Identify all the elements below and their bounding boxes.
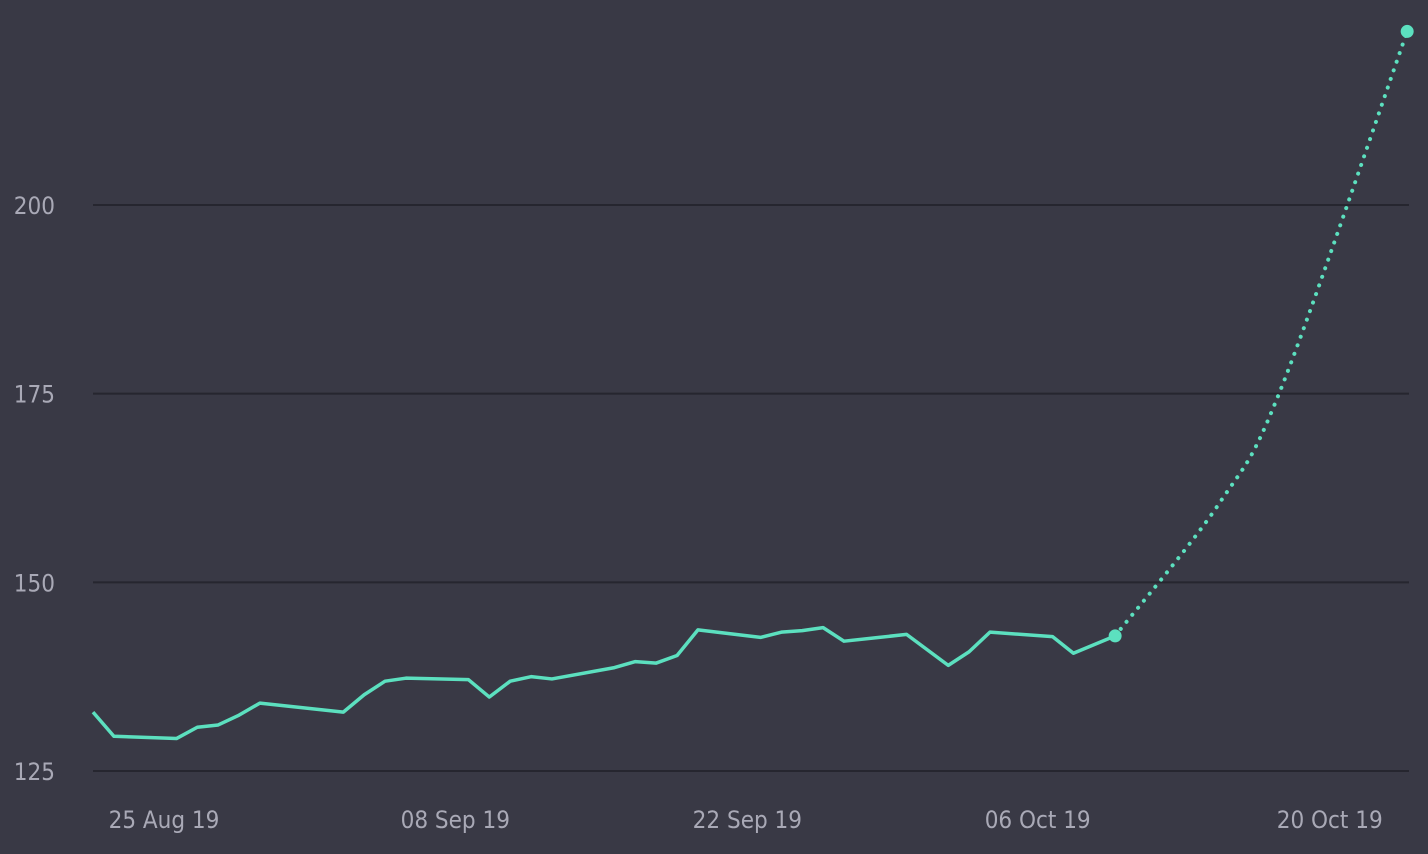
series-markers xyxy=(1108,24,1414,643)
y-tick-label: 150 xyxy=(14,569,55,597)
x-tick-label: 06 Oct 19 xyxy=(985,806,1091,834)
forecast-end-point-marker[interactable] xyxy=(1400,24,1414,38)
y-tick-label: 175 xyxy=(14,381,55,409)
last-actual-point-marker[interactable] xyxy=(1108,629,1122,643)
y-tick-label: 200 xyxy=(14,192,55,220)
x-tick-label: 22 Sep 19 xyxy=(693,806,802,834)
x-tick-label: 25 Aug 19 xyxy=(109,806,220,834)
grid-lines xyxy=(93,204,1409,772)
x-tick-label: 08 Sep 19 xyxy=(401,806,510,834)
x-axis-ticks: 25 Aug 19 08 Sep 19 22 Sep 19 06 Oct 19 20 O… xyxy=(109,806,1383,834)
forecast-dotted-line xyxy=(1113,29,1410,638)
series-lines xyxy=(91,29,1410,741)
x-tick-label: 20 Oct 19 xyxy=(1277,806,1383,834)
y-tick-label: 125 xyxy=(14,758,55,786)
y-axis-ticks: 125 150 175 200 xyxy=(14,192,55,786)
history-solid-line xyxy=(91,625,1116,741)
